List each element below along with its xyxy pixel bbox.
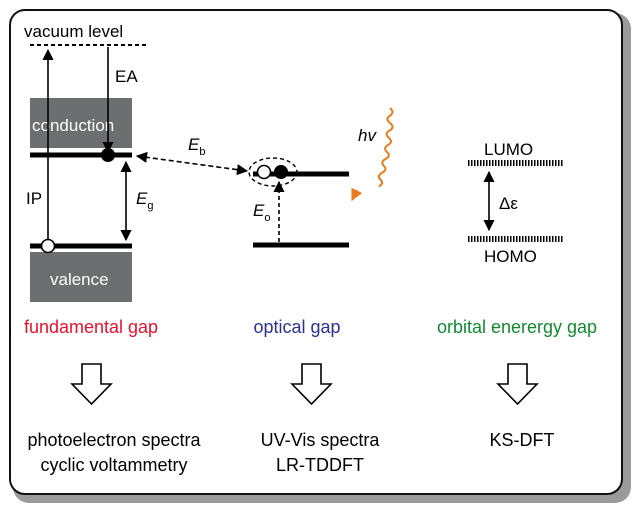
method-photoelectron: photoelectron spectra [27,430,201,450]
exciton-ellipse [248,157,298,187]
lumo-label: LUMO [484,140,533,159]
ip-label: IP [26,189,42,208]
electron-dot [101,148,115,162]
ea-label: EA [115,67,138,86]
delta-label: Δε [499,194,518,213]
down-arrow-optical [290,363,333,406]
conduction-band [30,98,132,148]
eo-label-sub: o [264,212,270,224]
valence-band-label: valence [50,270,109,289]
fundamental-gap-caption: fundamental gap [24,317,158,337]
exciton-electron [274,165,288,179]
method-ks-dft: KS-DFT [490,430,555,450]
hole-circle [40,238,56,254]
conduction-band-label: conduction [32,116,114,135]
eg-label: Eg [136,189,153,212]
homo-label: HOMO [484,247,537,266]
down-arrow-orbital [496,363,539,406]
eb-label-main: E [188,135,200,154]
orbital-gap-caption: orbital enerergy gap [437,317,597,337]
exciton-hole [256,164,272,180]
optical-gap-caption: optical gap [253,317,340,337]
photon-arrowhead [351,187,363,202]
eb-label: Eb [188,135,205,158]
vacuum-level-label: vacuum level [24,22,123,41]
orbital-gap-diagram: LUMO HOMO Δε [468,140,564,266]
eb-arrow [135,151,249,176]
method-uv-vis: UV-Vis spectra [261,430,381,450]
binding-energy: Eb [135,135,249,176]
eg-label-sub: g [147,200,153,212]
eo-label-main: E [253,201,265,220]
valence-band [30,252,132,302]
optical-gap-diagram: Eo hv [248,107,394,248]
fundamental-gap-diagram: vacuum level conduction valence IP EA Eg [24,22,153,302]
photon-wave [377,107,394,188]
eg-label-main: E [136,189,148,208]
down-arrow-fundamental [70,363,113,406]
eb-label-sub: b [199,146,205,158]
eo-label: Eo [253,201,270,224]
method-lr-tddft: LR-TDDFT [276,455,364,475]
method-cyclic-voltammetry: cyclic voltammetry [40,455,187,475]
hv-label: hv [358,126,377,145]
